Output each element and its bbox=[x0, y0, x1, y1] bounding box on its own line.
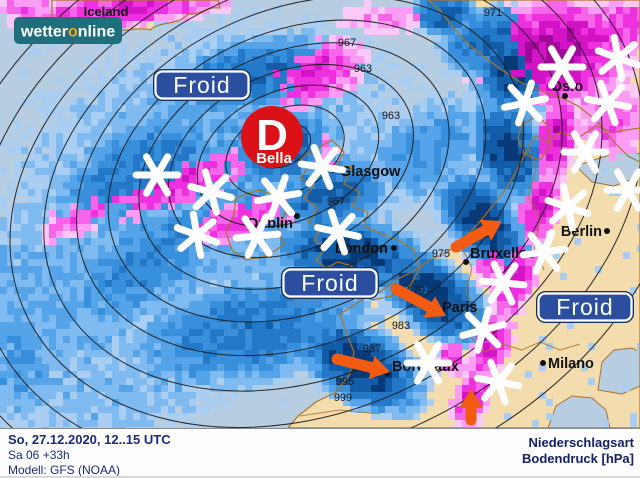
country-border bbox=[299, 409, 381, 417]
snowflake-icon bbox=[478, 260, 528, 306]
snowflake-icon bbox=[403, 341, 453, 385]
city-dot bbox=[294, 213, 300, 219]
forecast-time-block: So, 27.12.2020, 12..15 UTC Sa 06 +33h Mo… bbox=[8, 432, 171, 478]
cold-air-badge: Froid bbox=[536, 291, 634, 323]
snowflake-symbols bbox=[132, 33, 640, 406]
snowflake-icon bbox=[603, 168, 640, 212]
wetteronline-logo[interactable]: wetteronline bbox=[14, 17, 122, 44]
map-type-line2: Bodendruck [hPa] bbox=[522, 451, 634, 466]
city-label: Bruxelles bbox=[470, 246, 535, 262]
arrow-head-icon bbox=[479, 219, 502, 241]
cold-air-label: Froid bbox=[556, 294, 613, 320]
city-dot bbox=[604, 228, 610, 234]
snowflake-icon bbox=[519, 229, 569, 275]
map-type-block: Niederschlagsart Bodendruck [hPa] bbox=[522, 435, 634, 467]
city-label: Milano bbox=[548, 356, 594, 372]
snowflake-icon bbox=[583, 79, 633, 127]
isobar-label: 995 bbox=[336, 376, 354, 388]
country-border bbox=[461, 247, 485, 353]
isobar-label: 999 bbox=[334, 392, 352, 404]
city-label: Glasgow bbox=[340, 164, 401, 180]
footer-bar: So, 27.12.2020, 12..15 UTC Sa 06 +33h Mo… bbox=[0, 428, 640, 478]
snowflake-icon bbox=[132, 153, 182, 197]
cold-air-badge: Froid bbox=[281, 267, 379, 299]
arrow-head-icon bbox=[423, 296, 446, 318]
storm-name: Bella bbox=[256, 150, 293, 167]
snowflake-icon bbox=[500, 79, 550, 127]
model-name: Modell: GFS (NOAA) bbox=[8, 463, 121, 477]
city-dot bbox=[391, 245, 397, 251]
snowflake-icon bbox=[537, 45, 587, 89]
wind-arrows bbox=[331, 219, 502, 426]
svg-text:wetteronline: wetteronline bbox=[20, 24, 115, 41]
snowflake-icon bbox=[173, 210, 221, 260]
city-label: London bbox=[335, 241, 388, 257]
low-pressure-letter: D bbox=[256, 111, 288, 160]
arrow-shaft bbox=[450, 224, 491, 253]
city-dot bbox=[463, 259, 469, 265]
isobar-label: 975 bbox=[432, 248, 450, 260]
snowflake-icon bbox=[459, 306, 507, 354]
cold-air-label: Froid bbox=[173, 72, 230, 98]
isobar-label: 987 bbox=[363, 343, 381, 355]
snowflake-icon bbox=[187, 168, 235, 216]
isobar-label: 983 bbox=[392, 320, 410, 332]
isobar-label: 967 bbox=[327, 196, 345, 208]
map-type-line1: Niederschlagsart bbox=[528, 435, 635, 450]
snowflake-icon bbox=[313, 208, 363, 256]
snowflake-icon bbox=[253, 173, 303, 221]
city-dot bbox=[540, 360, 546, 366]
snowflake-icon bbox=[297, 144, 347, 190]
arrow-head-icon bbox=[459, 389, 483, 408]
sea-inlet bbox=[597, 347, 640, 395]
snowflake-icon bbox=[544, 182, 592, 232]
isobar-label: 963 bbox=[354, 63, 372, 75]
city-dot bbox=[562, 93, 568, 99]
model-run: Sa 06 +33h bbox=[8, 448, 70, 462]
weather-map: 971967963963967975979983987995999Glasgow… bbox=[0, 0, 640, 428]
arrow-shaft bbox=[331, 353, 378, 373]
snowflake-icon bbox=[594, 33, 640, 83]
coastline bbox=[427, 0, 640, 163]
coastline bbox=[287, 125, 640, 428]
arrow-shaft bbox=[390, 283, 435, 313]
sea-inlet bbox=[547, 395, 611, 428]
isobar-label: 963 bbox=[382, 110, 400, 122]
cold-air-label: Froid bbox=[301, 270, 358, 296]
isobar-label: 967 bbox=[338, 37, 356, 49]
snowflake-icon bbox=[560, 130, 610, 174]
region-label: Iceland bbox=[84, 4, 129, 19]
valid-time: So, 27.12.2020, 12..15 UTC bbox=[8, 432, 171, 447]
snowflake-icon bbox=[232, 213, 282, 259]
city-label: Paris bbox=[442, 300, 477, 316]
cold-air-badge: Froid bbox=[153, 69, 251, 101]
isobar-label: 971 bbox=[484, 7, 502, 19]
snowflake-icon bbox=[473, 358, 523, 406]
city-label: Berlin bbox=[561, 224, 602, 240]
arrow-head-icon bbox=[368, 355, 390, 380]
